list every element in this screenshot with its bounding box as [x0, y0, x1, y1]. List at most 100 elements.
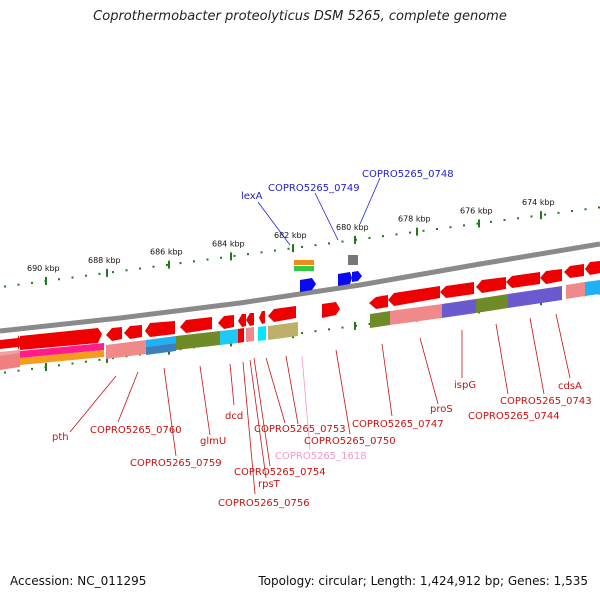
- gene-label[interactable]: COPRO5265_0743: [500, 396, 592, 407]
- tick-dot: [112, 271, 114, 274]
- kbp-tick-label: 678 kbp: [398, 215, 431, 224]
- gene-label[interactable]: COPRO5265_0756: [218, 498, 310, 509]
- gene-label[interactable]: COPRO5265_1618: [275, 451, 367, 462]
- tick-dot: [193, 260, 195, 263]
- gene-label[interactable]: COPRO5265_0749: [268, 183, 360, 194]
- gene-arrow[interactable]: [106, 327, 122, 341]
- page-title: Coprothermobacter proteolyticus DSM 5265…: [93, 9, 507, 24]
- gene-label[interactable]: lexA: [241, 191, 263, 202]
- gene-arrow[interactable]: [440, 282, 474, 298]
- gene-block[interactable]: [294, 266, 314, 271]
- gene-arrow[interactable]: [259, 311, 265, 324]
- gene-arrow[interactable]: [476, 277, 506, 293]
- tick-dot: [301, 245, 303, 248]
- tick-dot: [328, 242, 330, 245]
- gene-arrow[interactable]: [20, 328, 102, 350]
- tick-dot: [584, 208, 587, 211]
- gene-label[interactable]: proS: [430, 404, 453, 415]
- gene-arrow[interactable]: [564, 264, 584, 278]
- gene-label[interactable]: COPRO5265_0748: [362, 169, 454, 180]
- tick-dot: [544, 213, 546, 216]
- kbp-tick-label: 680 kbp: [336, 223, 369, 232]
- tick-dot: [58, 278, 60, 281]
- gene-label[interactable]: rpsT: [258, 479, 281, 490]
- tick-dot: [382, 235, 384, 238]
- tick-dot: [152, 265, 155, 268]
- gene-label[interactable]: COPRO5265_0753: [254, 424, 346, 435]
- major-tick: [354, 235, 356, 244]
- tick-dot: [503, 219, 506, 222]
- gene-label[interactable]: ispG: [454, 380, 476, 391]
- gene-arrow[interactable]: [246, 313, 254, 326]
- tick-dot: [490, 220, 492, 223]
- gene-arrow[interactable]: [369, 295, 388, 309]
- tick-dot: [476, 222, 479, 225]
- outer-tick-track: [4, 206, 600, 288]
- gene-arrow[interactable]: [322, 302, 340, 318]
- function-color-bars: [0, 280, 600, 370]
- tick-dot: [274, 249, 276, 252]
- tick-dot: [125, 269, 128, 272]
- tick-dot: [395, 233, 398, 236]
- gene-label[interactable]: COPRO5265_0759: [130, 458, 222, 469]
- gene-arrow[interactable]: [540, 269, 562, 284]
- gene-labels: COPRO5265_0748 COPRO5265_0749 lexA pth C…: [52, 169, 592, 509]
- gene-arrow[interactable]: [180, 317, 212, 333]
- gene-arrow[interactable]: [585, 261, 600, 275]
- gene-arrow[interactable]: [300, 278, 316, 292]
- gene-arrow[interactable]: [268, 306, 296, 322]
- tick-dot: [179, 262, 182, 265]
- gene-label[interactable]: COPRO5265_0744: [468, 411, 560, 422]
- tick-dot: [31, 367, 33, 370]
- tick-dot: [31, 281, 33, 284]
- gene-label[interactable]: COPRO5265_0747: [352, 419, 444, 430]
- tick-dot: [422, 229, 425, 232]
- tick-dot: [341, 240, 344, 243]
- major-tick: [478, 219, 480, 228]
- tick-dot: [517, 217, 519, 220]
- kbp-tick-labels: 690 kbp 688 kbp 686 kbp 684 kbp 682 kbp 680 k…: [27, 198, 555, 273]
- major-tick: [292, 244, 294, 253]
- tick-dot: [530, 215, 533, 218]
- major-tick: [540, 211, 542, 220]
- gene-label[interactable]: COPRO5265_0750: [304, 436, 396, 447]
- tick-dot: [85, 274, 87, 277]
- tick-dot: [4, 285, 6, 288]
- gene-arrow[interactable]: [352, 271, 362, 282]
- gene-label[interactable]: pth: [52, 432, 69, 443]
- tick-dot: [71, 362, 74, 365]
- tick-dot: [409, 231, 411, 234]
- gene-arrow[interactable]: [506, 272, 540, 288]
- gene-label[interactable]: COPRO5265_0754: [234, 467, 326, 478]
- tick-dot: [341, 326, 344, 329]
- tick-dot: [17, 369, 20, 372]
- forward-strand-genes: [0, 261, 600, 350]
- gene-arrow[interactable]: [218, 315, 234, 329]
- tick-dot: [463, 224, 465, 227]
- tick-dot: [233, 254, 236, 257]
- tick-dot: [301, 331, 303, 334]
- major-tick: [45, 277, 47, 286]
- gene-label[interactable]: COPRO5265_0760: [90, 425, 182, 436]
- kbp-tick-label: 686 kbp: [150, 248, 183, 257]
- kbp-tick-label: 690 kbp: [27, 264, 60, 273]
- accession-text: Accession: NC_011295: [10, 574, 147, 588]
- gene-label[interactable]: dcd: [225, 411, 243, 422]
- major-tick: [416, 227, 418, 236]
- label-leader-lines: [69, 177, 571, 495]
- tick-dot: [4, 371, 6, 374]
- reverse-strand-genes: [294, 255, 362, 292]
- tick-dot: [449, 226, 452, 229]
- gene-arrow[interactable]: [145, 321, 175, 337]
- gene-block[interactable]: [294, 260, 314, 265]
- gene-arrow[interactable]: [0, 335, 22, 350]
- gene-block[interactable]: [348, 255, 358, 265]
- tick-dot: [166, 263, 168, 266]
- major-tick: [106, 268, 108, 277]
- gene-label[interactable]: glmU: [200, 436, 226, 447]
- gene-arrow[interactable]: [338, 272, 352, 286]
- gene-arrow[interactable]: [388, 286, 440, 306]
- gene-label[interactable]: cdsA: [558, 381, 582, 392]
- gene-arrow[interactable]: [238, 314, 246, 327]
- gene-arrow[interactable]: [124, 325, 142, 339]
